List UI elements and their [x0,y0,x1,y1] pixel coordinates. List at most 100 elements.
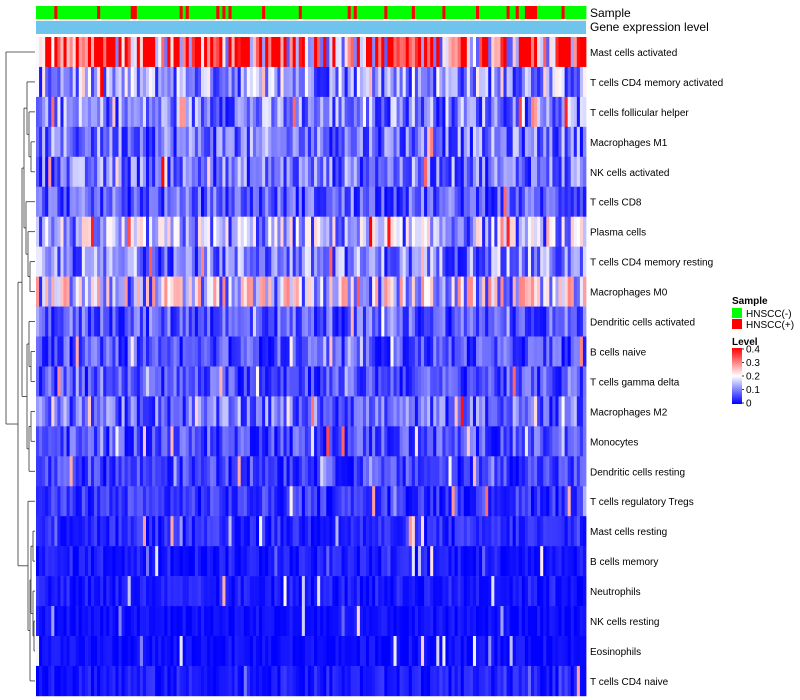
heatmap-cell [347,456,352,487]
heatmap-cell [463,426,468,457]
heatmap-cell [500,66,504,98]
heatmap-cell [298,636,303,667]
heatmap-cell [118,276,122,307]
heatmap-cell [121,516,126,547]
heatmap-cell [252,37,257,68]
heatmap-cell [546,665,550,697]
heatmap-cell [161,156,165,188]
heatmap-cell [100,37,104,68]
heatmap-cell [500,156,504,188]
heatmap-cell [323,126,327,158]
heatmap-cell [552,366,556,397]
heatmap-cell [460,456,465,487]
heatmap-cell [567,156,572,188]
heatmap-cell [173,456,177,487]
heatmap-cell [491,216,495,247]
heatmap-cell [442,516,446,547]
heatmap-cell [170,336,174,367]
heatmap-cell [243,306,248,337]
heatmap-cell [84,546,89,577]
heatmap-cell [436,126,440,158]
heatmap-cell [136,216,141,247]
heatmap-cell [549,396,553,427]
heatmap-cell [271,276,275,307]
heatmap-cell [201,37,205,68]
heatmap-cell [503,336,507,367]
heatmap-cell [307,426,312,457]
heatmap-cell [393,426,397,457]
heatmap-cell [427,156,431,188]
heatmap-cell [231,246,236,277]
heatmap-cell [136,396,141,427]
heatmap-cell [497,96,501,128]
heatmap-cell [84,96,89,128]
heatmap-cell [66,276,71,307]
heatmap-cell [191,156,196,188]
heatmap-cell [460,156,465,188]
heatmap-cell [69,216,74,247]
heatmap-cell [103,96,107,128]
heatmap-cell [84,665,89,697]
heatmap-cell [121,636,126,667]
heatmap-cell [509,306,514,337]
heatmap-cell [146,276,150,307]
heatmap-cell [433,246,437,277]
heatmap-cell [311,126,315,158]
heatmap-cell [91,336,95,367]
heatmap-cell [133,576,138,607]
heatmap-cell [555,276,559,307]
heatmap-cell [414,37,419,68]
heatmap-cell [234,216,239,247]
heatmap-cell [311,306,315,337]
heatmap-cell [369,396,373,427]
heatmap-cell [256,37,260,68]
heatmap-cell [69,396,74,427]
heatmap-cell [540,665,544,697]
heatmap-cell [552,396,556,427]
heatmap-cell [347,186,352,217]
heatmap-cell [362,37,367,68]
heatmap-cell [237,186,242,217]
sample-annotation-cell [384,6,388,19]
heatmap-cell [78,96,83,128]
heatmap-cell [454,336,459,367]
heatmap-cell [45,37,49,68]
row-label: NK cells resting [590,617,659,628]
heatmap-cell [552,126,556,158]
heatmap-cell [292,37,297,68]
heatmap-cell [249,606,254,637]
heatmap-cell [136,246,141,277]
heatmap-cell [369,96,373,128]
heatmap-cell [564,336,569,367]
heatmap-cell [130,576,135,607]
heatmap-cell [222,486,226,517]
heatmap-cell [372,665,376,697]
heatmap-cell [579,366,584,397]
heatmap-cell [488,456,492,487]
heatmap-cell [414,665,419,697]
heatmap-cell [356,486,361,517]
heatmap-cell [124,246,129,277]
heatmap-cell [87,216,92,247]
heatmap-cell [326,96,330,128]
heatmap-cell [482,96,486,128]
sample-annotation-cell [124,6,129,19]
heatmap-cell [384,246,388,277]
heatmap-cell [69,336,74,367]
sample-annotation-cell [51,6,55,19]
heatmap-cell [292,156,297,188]
heatmap-cell [152,216,156,247]
heatmap-cell [133,336,138,367]
heatmap-cell [54,66,58,98]
heatmap-cell [576,486,581,517]
heatmap-cell [45,606,49,637]
heatmap-cell [164,336,168,367]
heatmap-cell [167,516,171,547]
heatmap-cell [417,96,422,128]
heatmap-cell [476,665,480,697]
heatmap-cell [582,216,587,247]
heatmap-cell [289,546,294,577]
heatmap-cell [344,66,349,98]
heatmap-cell [240,516,245,547]
heatmap-cell [503,456,507,487]
